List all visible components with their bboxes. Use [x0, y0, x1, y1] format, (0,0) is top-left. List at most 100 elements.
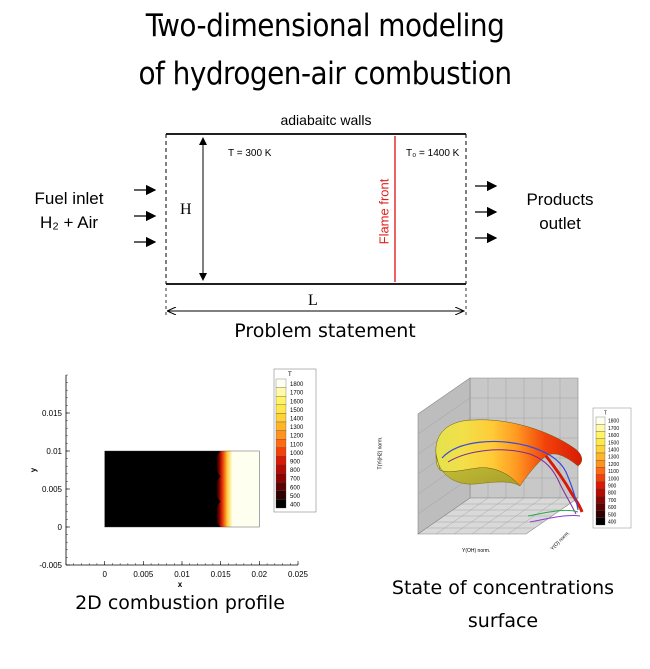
surface-legend-swatch: [595, 481, 606, 490]
height-label: H: [180, 201, 192, 218]
right-temperature-label: T₀ = 1400 K: [406, 148, 460, 159]
surface-legend-swatch: [595, 424, 606, 432]
x-tick-label: 0.02: [252, 570, 268, 579]
trajectory-green: [527, 509, 579, 517]
legend-swatch: [275, 430, 287, 440]
surface-legend-swatch: [595, 445, 606, 454]
side-grid-line: [417, 397, 471, 435]
y-tick-label: 0.015: [42, 409, 63, 418]
y-axis-label: y: [29, 467, 38, 472]
surface-underside: [435, 453, 521, 487]
page-title-line-1: Two-dimensional modeling: [145, 8, 505, 44]
outlet-label-line-1: Products: [526, 190, 594, 209]
surface-legend-title: T: [604, 411, 607, 417]
surface-legend-level-label: 1700: [608, 426, 619, 432]
surface-legend-level-label: 1100: [608, 469, 619, 475]
legend-level-label: 500: [290, 494, 301, 500]
length-label: L: [308, 292, 318, 309]
x-tick-label: 0.005: [133, 570, 154, 579]
legend-level-label: 400: [290, 503, 301, 509]
surface-legend-swatch: [595, 452, 606, 461]
surface-legend-level-label: 1600: [608, 433, 619, 439]
legend-swatch: [275, 482, 287, 491]
surface-legend-swatch: [595, 496, 606, 504]
surface-legend-swatch: [595, 438, 606, 446]
surface-legend-level-label: 1500: [608, 440, 619, 446]
y-tick-label: 0.005: [42, 485, 63, 494]
left-temperature-label: T = 300 K: [228, 148, 272, 159]
inlet-label-line-1: Fuel inlet: [34, 189, 104, 208]
legend-level-label: 1500: [290, 408, 304, 414]
legend-level-label: 900: [290, 460, 301, 466]
combustion-profile-chart: 0 0.005 0.01 0.015 0.02 0.025 -0.005 0 0.005 0.01…: [0, 355, 330, 590]
surface-legend-swatch: [595, 416, 606, 425]
legend-level-label: 1800: [290, 382, 304, 388]
legend-swatch: [275, 473, 287, 483]
x-tick-label: 0.025: [288, 570, 309, 579]
legend-swatch: [275, 378, 287, 388]
surface-legend-level-label: 800: [608, 491, 617, 497]
legend-level-label: 700: [290, 477, 301, 483]
outlet-label-line-2: outlet: [539, 214, 581, 233]
legend-level-label: 800: [290, 468, 301, 474]
surface-legend-swatch: [595, 510, 606, 518]
legend-swatch: [275, 387, 287, 397]
surface-legend-swatch: [595, 503, 606, 511]
surface-legend-level-label: 1800: [608, 419, 619, 425]
x-axis-label: x: [178, 580, 183, 589]
problem-caption: Problem statement: [234, 320, 416, 342]
trajectory-purple: [447, 449, 577, 515]
profile-caption: 2D combustion profile: [75, 592, 285, 614]
y-tick-label: -0.005: [39, 561, 62, 570]
surface-caption-line-2: surface: [467, 610, 539, 632]
legend-level-label: 1300: [290, 425, 304, 431]
surface-legend-level-label: 500: [608, 512, 617, 518]
legend-level-label: 600: [290, 485, 301, 491]
surface-x-axis-label: Y(OH) norm.: [462, 548, 491, 554]
legend-level-label: 1600: [290, 399, 304, 405]
legend-swatch: [275, 396, 287, 405]
legend-swatch: [275, 499, 287, 509]
surface-legend-swatch: [595, 474, 606, 482]
trajectory-violet: [529, 515, 581, 523]
legend-title: T: [288, 372, 292, 378]
y-tick-label: 0.01: [46, 447, 62, 456]
surface-legend-level-label: 400: [608, 520, 617, 526]
walls-label: adiabaitc walls: [280, 112, 372, 128]
trajectory-blue: [441, 440, 579, 511]
burnt-region: [216, 451, 260, 527]
surface-legend-level-label: 1200: [608, 462, 619, 468]
legend-swatch: [275, 421, 287, 431]
surface-caption-line-1: State of concentrations: [391, 577, 615, 599]
surface-tail: [544, 455, 584, 513]
domain-outline: [104, 450, 260, 528]
surface-legend-swatch: [595, 488, 606, 497]
legend-swatch: [275, 456, 287, 466]
profile-svg: 0 0.005 0.01 0.015 0.02 0.025 -0.005 0 0.005 0.01…: [29, 368, 317, 589]
legend-swatch: [275, 447, 287, 457]
x-tick-label: 0.01: [174, 570, 190, 579]
legend-level-label: 1400: [290, 417, 304, 423]
x-tick-label: 0.015: [211, 570, 232, 579]
surface-z-axis-label: T(Yi(H2) norm.: [377, 436, 384, 470]
legend-level-label: 1000: [290, 451, 304, 457]
flame-front-label: Flame front: [376, 178, 392, 245]
legend-swatch: [275, 404, 287, 414]
x-tick-label: 0: [102, 570, 107, 579]
surface-legend-swatch: [595, 431, 606, 439]
surface-legend-level-label: 700: [608, 498, 617, 504]
legend-swatch: [275, 490, 287, 500]
legend-level-label: 1700: [290, 391, 304, 397]
surface-legend-level-label: 1300: [608, 455, 619, 461]
legend-swatch: [275, 439, 287, 448]
legend-level-label: 1100: [290, 442, 304, 448]
surface-legend-swatch: [595, 460, 606, 468]
page-title-line-2: of hydrogen-air combustion: [138, 56, 512, 92]
side-grid-line: [417, 477, 471, 515]
legend-swatch: [275, 413, 287, 423]
surface-legend-level-label: 1400: [608, 448, 619, 454]
surface-legend-swatch: [595, 467, 606, 475]
concentration-surface-plot: T 1800 1700 1600 1500 1400 1300 1200 1100 1000 900…: [377, 362, 636, 570]
surface-legend-level-label: 1000: [608, 476, 619, 482]
